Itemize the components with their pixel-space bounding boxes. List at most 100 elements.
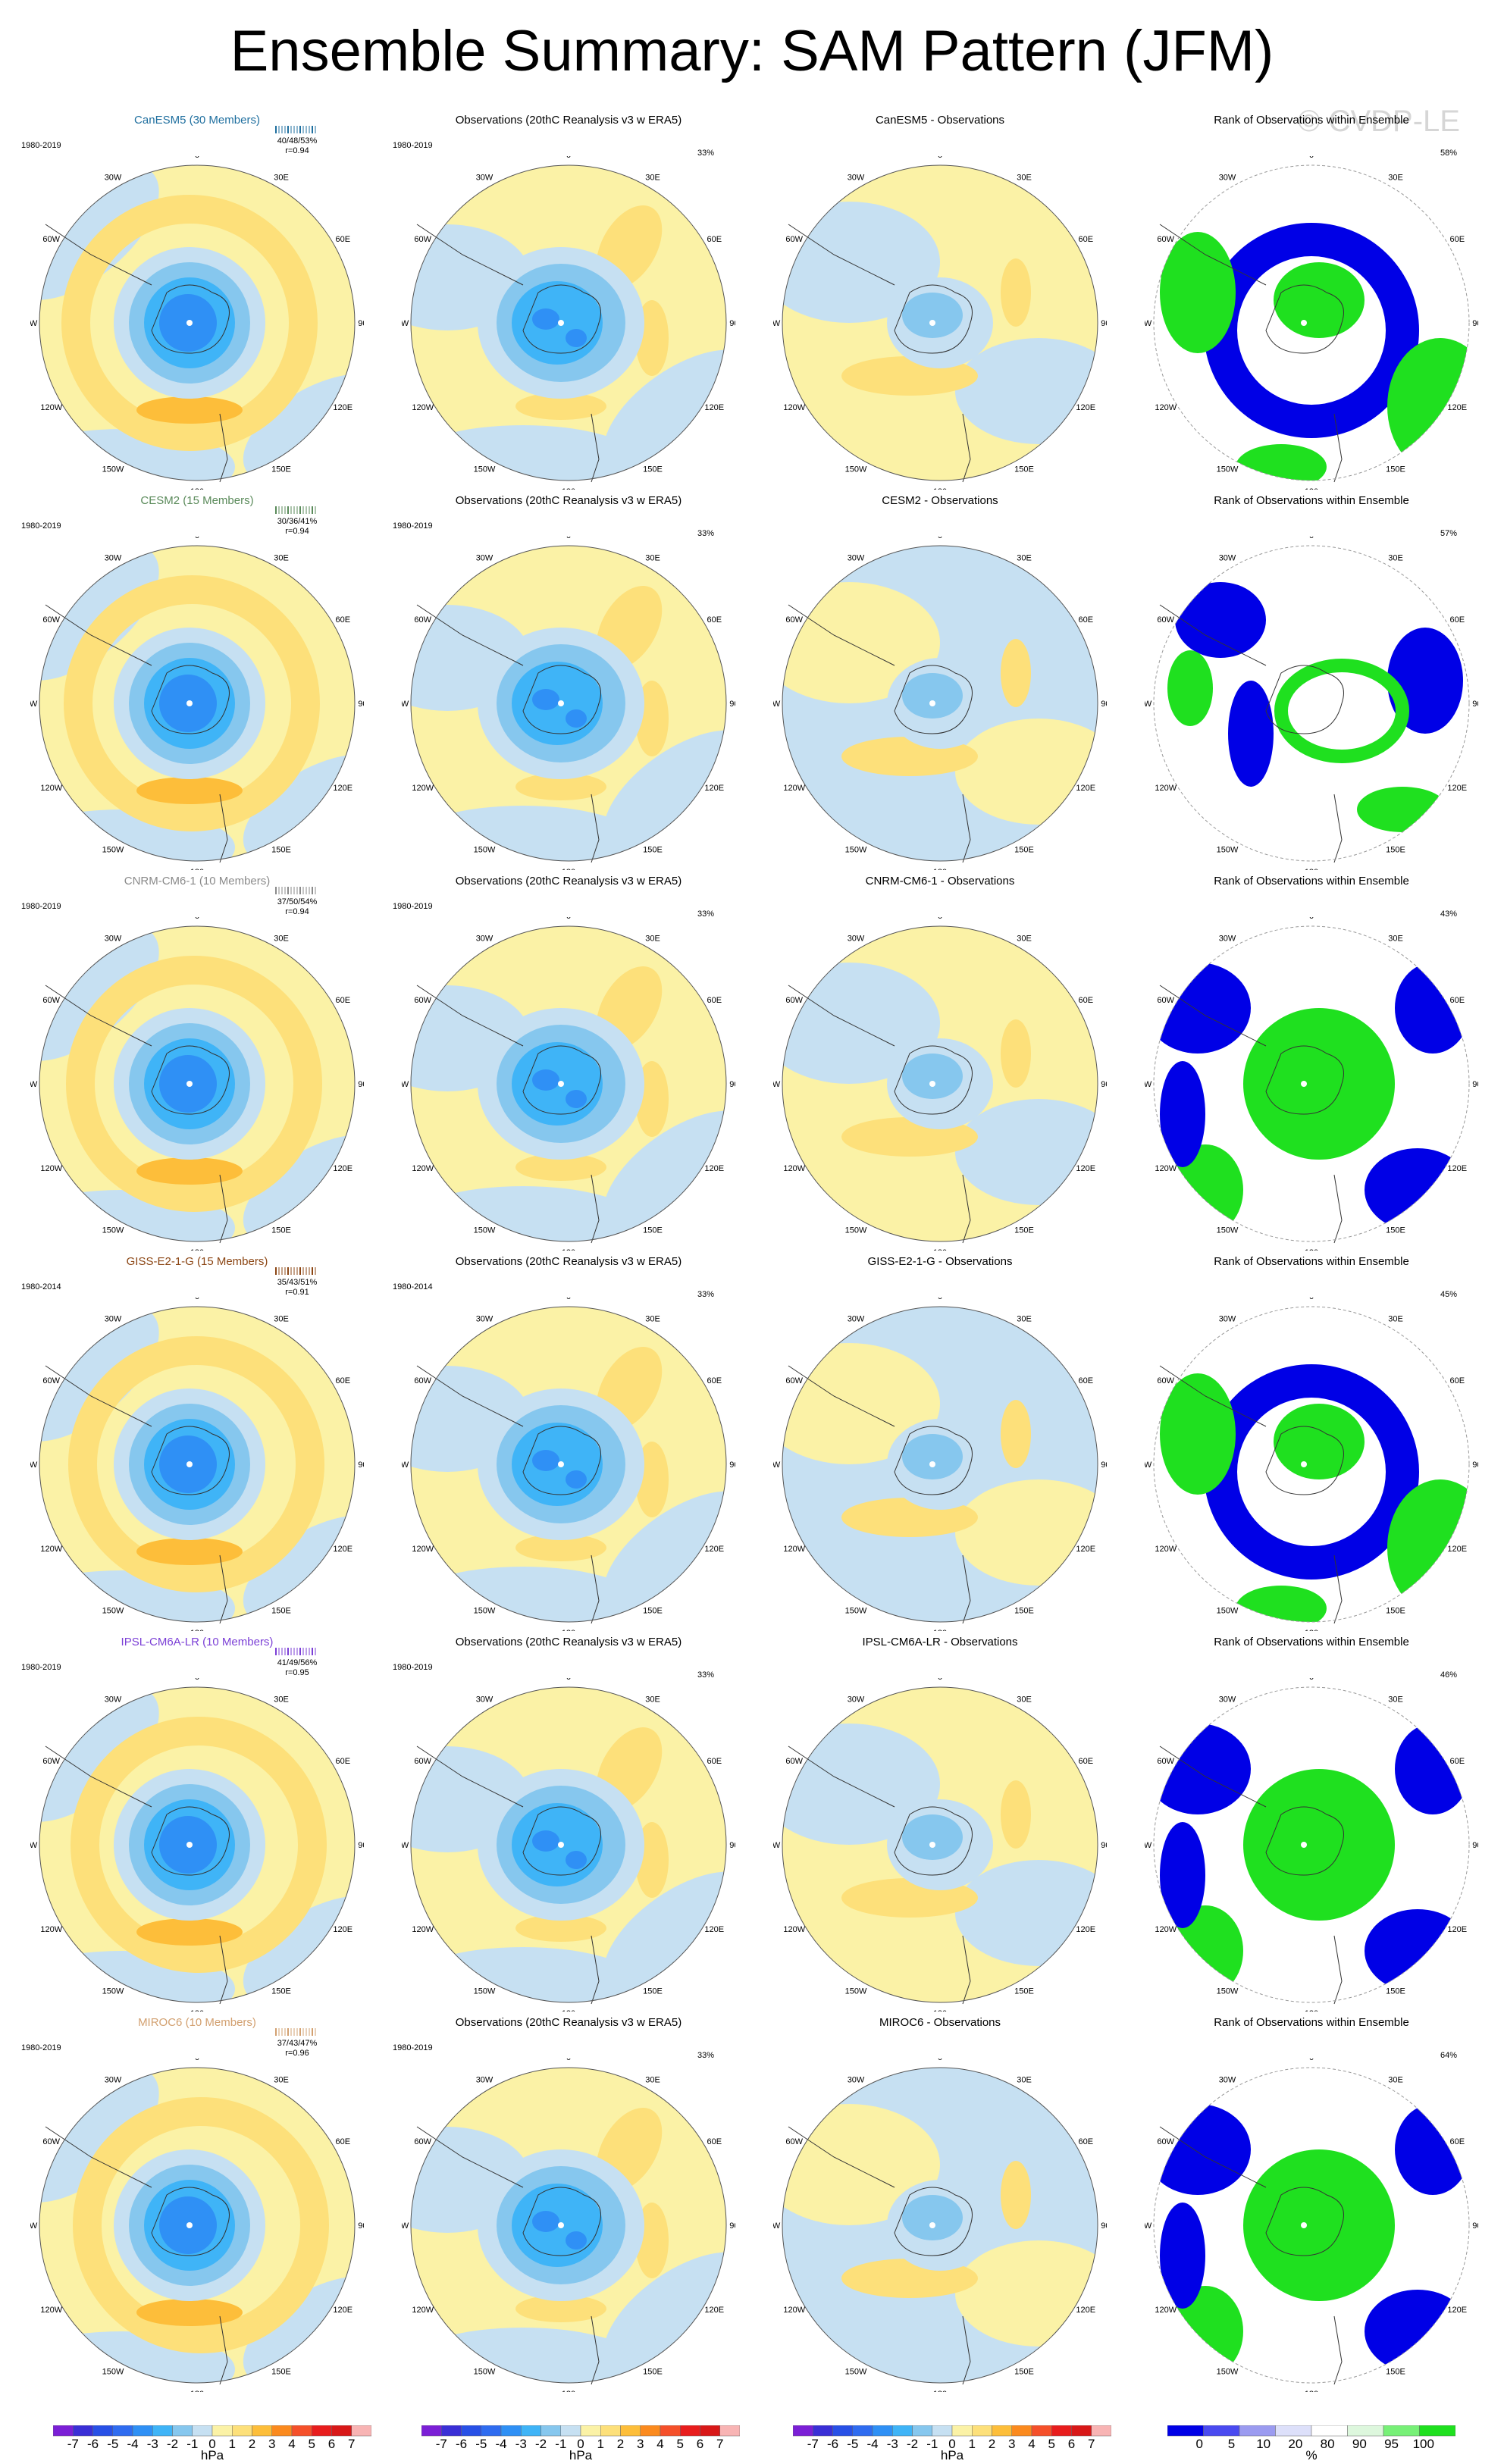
polar-map: 0 30E 60E 90E 120E 150E 180 150W 120W 90W 60W 30W [1145,2059,1478,2392]
longitude-label: 60E [335,1757,350,1766]
colorbar-tick: 5 [1048,2437,1055,2451]
longitude-label: 150W [1217,1226,1239,1235]
longitude-label: 0 [195,1298,199,1301]
longitude-label: 60W [1157,615,1174,625]
longitude-label: 60W [414,996,431,1005]
colorbar-tick: -5 [475,2437,487,2451]
longitude-label: 90W [773,2221,781,2231]
longitude-label: 60E [335,235,350,244]
pattern-stats: 37/43/47% r=0.96 [267,2039,327,2059]
longitude-label: 60W [42,1376,60,1385]
map-panel-model: CanESM5 (30 Members) 1980-2019 40/48/53% r=… [15,114,379,490]
colorbar-swatch [521,2425,541,2437]
polar-map: 0 30E 60E 90E 120E 150E 180 150W 120W 90W 60W 30W [773,156,1107,490]
period-label: 1980-2019 [393,141,433,150]
colorbar-tick: 2 [989,2437,995,2451]
colorbar-tick: -7 [436,2437,447,2451]
longitude-label: 150W [474,1226,496,1235]
pattern-stats: 40/48/53% r=0.94 [267,136,327,156]
longitude-label: 60W [42,615,60,625]
map-panel-model: IPSL-CM6A-LR (10 Members) 1980-2019 41/49/… [15,1636,379,2012]
longitude-label: 60W [1157,996,1174,1005]
colorbar-swatch [1383,2425,1420,2437]
longitude-label: 30E [274,2076,289,2085]
longitude-label: 30E [1388,935,1403,944]
longitude-label: 0 [566,2059,571,2062]
longitude-label: 180 [1305,1248,1318,1251]
obs-title: Observations (20thC Reanalysis v3 w ERA5… [455,494,682,507]
longitude-label: 150E [1014,465,1034,474]
map-panel-obs: Observations (20thC Reanalysis v3 w ERA5… [387,875,750,1251]
colorbar-tick: 0 [948,2437,955,2451]
longitude-label: 120E [333,784,352,793]
colorbar-tick: -4 [866,2437,878,2451]
longitude-label: 120E [1447,784,1467,793]
longitude-label: 120W [40,2306,62,2315]
longitude-label: 90E [1101,2221,1107,2231]
period-label: 1980-2019 [393,2043,433,2052]
longitude-label: 120E [333,1925,352,1934]
longitude-label: 90W [773,700,781,709]
map-panel-rank: Rank of Observations within Ensemble45%0… [1130,1255,1493,1631]
colorbar-swatch [421,2425,442,2437]
colorbar-tick: -3 [515,2437,527,2451]
longitude-label: 150W [474,845,496,854]
stats-correlation: r=0.95 [285,1668,309,1677]
polar-map: 0 30E 60E 90E 120E 150E 180 150W 120W 90W 60W 30W [773,1298,1107,1631]
longitude-label: 90W [30,1461,38,1470]
colorbar-tick: 3 [1008,2437,1015,2451]
colorbar-swatch [951,2425,973,2437]
longitude-label: 30E [274,1315,289,1324]
map-panel-diff: GISS-E2-1-G - Observations 0 30E 60E 90E 120E… [758,1255,1122,1631]
colorbar-tick: 2 [617,2437,624,2451]
map-panel-model: GISS-E2-1-G (15 Members) 1980-2014 35/43/5… [15,1255,379,1631]
longitude-label: 30W [1219,1315,1236,1324]
longitude-label: 30E [1017,2076,1032,2085]
longitude-label: 150E [271,845,291,854]
colorbar-1: -7 -6 -5 -4 -3 -2 -1 0 1 2 3 4 5 6 7 hPa [52,2425,372,2462]
longitude-label: 90W [402,1841,409,1850]
variance-percent: 33% [697,1290,714,1299]
longitude-label: 30E [1017,174,1032,183]
longitude-label: 120W [783,1164,805,1173]
longitude-label: 120W [783,403,805,412]
longitude-label: 90W [1145,1080,1152,1089]
longitude-label: 150E [1386,1606,1405,1615]
longitude-label: 180 [933,2009,947,2012]
longitude-label: 90W [402,2221,409,2231]
longitude-label: 0 [938,1298,942,1301]
stats-percentiles: 37/50/54% [277,897,318,906]
longitude-label: 180 [562,1248,575,1251]
longitude-label: 120E [333,403,352,412]
colorbar-tick: -7 [807,2437,819,2451]
colorbar-swatch [1071,2425,1092,2437]
longitude-label: 60W [414,1376,431,1385]
longitude-label: 60W [42,1757,60,1766]
longitude-label: 120E [704,1545,724,1554]
member-tick-strip [275,126,316,133]
diff-title: CESM2 - Observations [882,494,998,507]
longitude-label: 0 [938,917,942,921]
polar-map: 0 30E 60E 90E 120E 150E 180 150W 120W 90W 60W 30W [1145,1678,1478,2012]
colorbar-tick: 5 [677,2437,684,2451]
longitude-label: 120W [40,1925,62,1934]
longitude-label: 60E [1078,2137,1093,2146]
longitude-label: 60E [1449,996,1465,1005]
obs-title: Observations (20thC Reanalysis v3 w ERA5… [455,1636,682,1648]
polar-map: 0 30E 60E 90E 120E 150E 180 150W 120W 90W 60W 30W [1145,537,1478,870]
longitude-label: 90W [1145,1841,1152,1850]
polar-map: 0 30E 60E 90E 120E 150E 180 150W 120W 90W 60W 30W [402,2059,735,2392]
colorbar-rank: 0 5 10 20 80 90 95 100% [1167,2425,1456,2462]
map-panel-model: CNRM-CM6-1 (10 Members) 1980-2019 37/50/54… [15,875,379,1251]
longitude-label: 180 [190,1248,204,1251]
pattern-stats: 41/49/56% r=0.95 [267,1658,327,1678]
longitude-label: 30E [1017,935,1032,944]
longitude-label: 60E [335,1376,350,1385]
longitude-label: 120E [704,2306,724,2315]
pattern-stats: 35/43/51% r=0.91 [267,1278,327,1298]
map-panel-rank: Rank of Observations within Ensemble64%0… [1130,2016,1493,2392]
longitude-label: 60E [1078,996,1093,1005]
longitude-label: 90W [1145,1461,1152,1470]
colorbar-swatch [441,2425,462,2437]
colorbar-svg: 0 5 10 20 80 90 95 100% [1167,2425,1456,2462]
